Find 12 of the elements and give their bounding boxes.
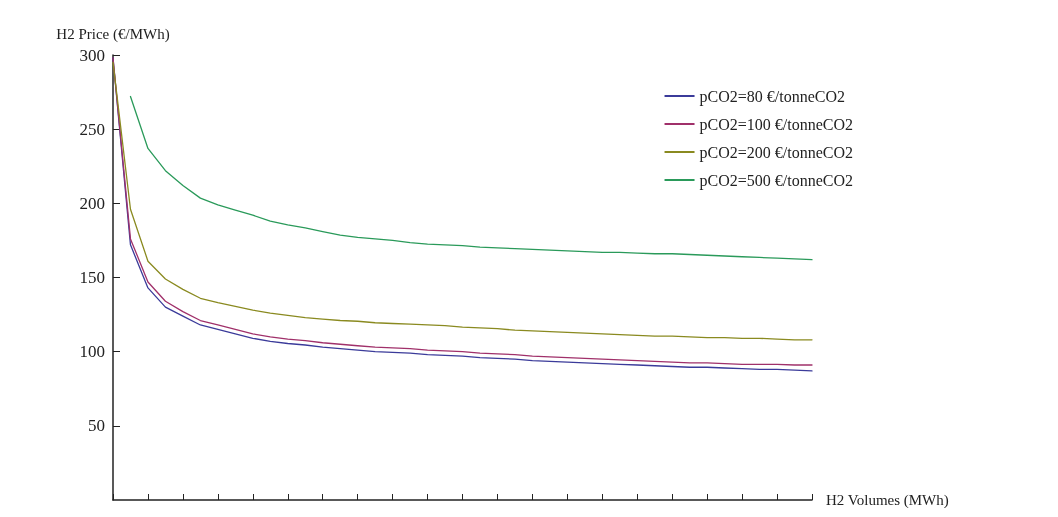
y-tick-label: 300 [79, 45, 105, 65]
y-tick-label: 200 [79, 193, 105, 213]
legend-label: pCO2=80 €/tonneCO2 [699, 87, 845, 106]
y-tick-label: 50 [88, 416, 105, 436]
legend-label: pCO2=500 €/tonneCO2 [699, 171, 853, 190]
legend-label: pCO2=200 €/tonneCO2 [699, 143, 853, 162]
y-tick-label: 100 [79, 342, 105, 362]
y-axis-title: H2 Price (€/MWh) [56, 25, 170, 43]
y-tick-label: 150 [79, 268, 105, 287]
x-axis-title: H2 Volumes (MWh) [826, 492, 949, 509]
legend-label: pCO2=100 €/tonneCO2 [699, 115, 853, 134]
y-tick-label: 250 [79, 119, 105, 139]
